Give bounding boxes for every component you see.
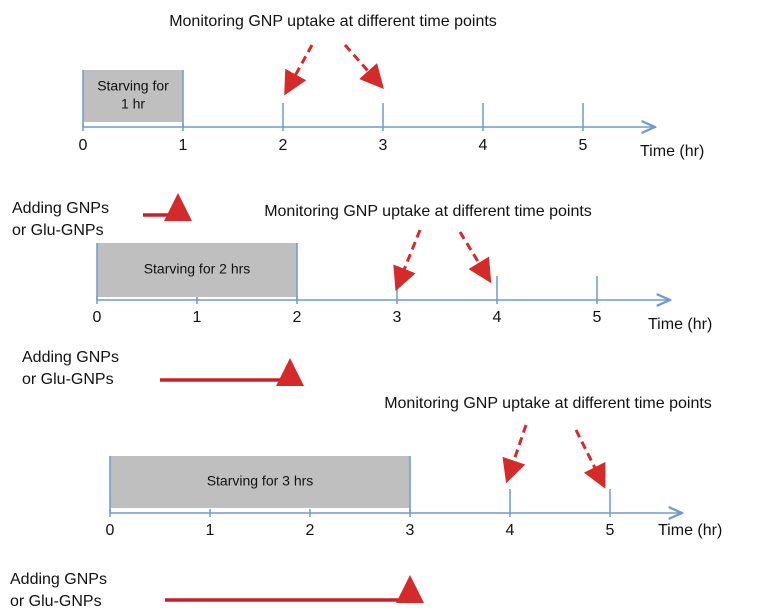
tick-label: 2 — [279, 137, 288, 154]
adding-arrow — [160, 358, 304, 386]
adding-label: or Glu-GNPs — [12, 222, 104, 239]
tick-label: 4 — [506, 522, 515, 539]
tick-label: 2 — [293, 309, 302, 326]
tick-label: 3 — [393, 309, 402, 326]
starving-label: Starving for 3 hrs — [207, 473, 314, 489]
tick-label: 3 — [406, 522, 415, 539]
adding-label: or Glu-GNPs — [10, 593, 102, 610]
monitor-arrow — [574, 429, 606, 489]
starving-label: 1 hr — [121, 96, 145, 112]
monitor-arrow — [284, 44, 314, 96]
tick-label: 0 — [93, 309, 102, 326]
adding-label: Adding GNPs — [22, 349, 119, 366]
tick-label: 5 — [593, 309, 602, 326]
starving-label: Starving for 2 hrs — [144, 261, 251, 277]
tick-label: 0 — [106, 522, 115, 539]
axis-label: Time (hr) — [648, 316, 712, 333]
monitor-arrow — [458, 231, 492, 284]
monitor-arrow — [343, 44, 384, 89]
tick-label: 1 — [206, 522, 215, 539]
starving-box — [83, 70, 183, 122]
tick-label: 5 — [579, 137, 588, 154]
monitoring-label: Monitoring GNP uptake at different time … — [264, 203, 592, 220]
tick-label: 3 — [379, 137, 388, 154]
tick-label: 1 — [193, 309, 202, 326]
tick-label: 4 — [479, 137, 488, 154]
adding-label: Adding GNPs — [12, 200, 109, 217]
starving-box — [97, 243, 297, 297]
monitor-arrow — [393, 229, 422, 292]
tick-label: 0 — [79, 137, 88, 154]
tick-label: 1 — [179, 137, 188, 154]
tick-label: 2 — [306, 522, 315, 539]
adding-arrow — [165, 575, 424, 603]
tick-label: 5 — [606, 522, 615, 539]
adding-arrow — [143, 193, 192, 221]
monitoring-label: Monitoring GNP uptake at different time … — [169, 13, 497, 30]
axis-label: Time (hr) — [658, 522, 722, 539]
starving-box — [110, 456, 410, 508]
adding-label: or Glu-GNPs — [22, 371, 114, 388]
adding-label: Adding GNPs — [10, 571, 107, 588]
monitor-arrow — [502, 424, 528, 484]
monitoring-label: Monitoring GNP uptake at different time … — [384, 395, 712, 412]
starving-label: Starving for — [97, 78, 169, 94]
axis-label: Time (hr) — [640, 143, 704, 160]
tick-label: 4 — [493, 309, 502, 326]
